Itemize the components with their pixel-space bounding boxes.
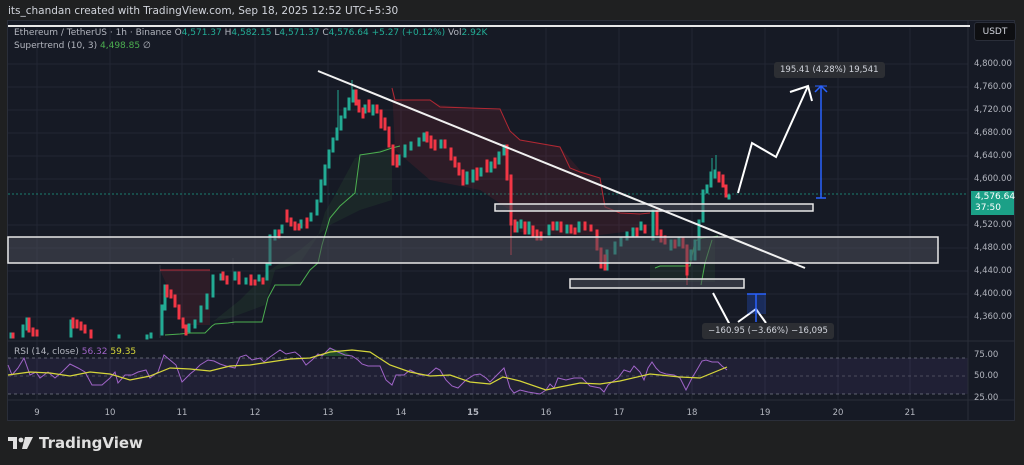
time-tick: 10: [104, 408, 116, 418]
top-horizontal-line: [8, 25, 970, 27]
rsi-value: 56.32: [81, 347, 108, 357]
price-tick: 4,760.00: [974, 82, 1012, 92]
price-tick: 4,440.00: [974, 266, 1012, 276]
time-tick: 17: [613, 408, 625, 418]
rsi-label[interactable]: RSI (14, close): [14, 347, 79, 357]
price-tick: 4,360.00: [974, 312, 1012, 322]
time-tick: 9: [34, 408, 40, 418]
rsi-legend: RSI (14, close) 56.32 59.35: [14, 347, 136, 357]
time-tick: 21: [904, 408, 916, 418]
last-price-tag: 4,576.64 37:50: [971, 191, 1016, 215]
volume-value: 2.92K: [461, 28, 488, 38]
supertrend-value: 4,498.85: [100, 41, 141, 51]
price-tick: 4,600.00: [974, 174, 1012, 184]
time-tick: 18: [686, 408, 698, 418]
rsi-ma-value: 59.35: [110, 347, 137, 357]
tradingview-logo[interactable]: TradingView: [8, 434, 143, 452]
last-price: 4,576.64: [975, 192, 1016, 202]
hide-icon[interactable]: ∅: [142, 41, 151, 51]
price-tick: 4,800.00: [974, 59, 1012, 69]
rsi-line: [7, 347, 728, 395]
bar-countdown: 37:50: [975, 203, 1001, 213]
price-tick: 4,720.00: [974, 105, 1012, 115]
time-tick: 15: [467, 408, 479, 418]
time-tick: 14: [395, 408, 407, 418]
high-value: 4,582.15: [231, 28, 272, 38]
price-tick: 4,480.00: [974, 243, 1012, 253]
gridlines: [8, 28, 968, 400]
rsi-tick: 25.00: [974, 393, 999, 403]
descending-trendline: [317, 70, 806, 269]
change-value: +5.27 (+0.12%): [371, 28, 446, 38]
price-tick: 4,400.00: [974, 289, 1012, 299]
price-tick: 4,680.00: [974, 128, 1012, 138]
tradingview-wordmark: TradingView: [39, 434, 143, 452]
close-value: 4,576.64: [328, 28, 369, 38]
time-tick: 20: [832, 408, 844, 418]
time-tick: 12: [249, 408, 261, 418]
tradingview-logo-icon: [8, 436, 33, 449]
rsi-tick: 50.00: [974, 371, 999, 381]
support-zone-low: [569, 278, 745, 289]
measure-down-label: −160.95 (−3.66%) −16,095: [702, 323, 834, 339]
low-value: 4,571.37: [279, 28, 320, 38]
supertrend-label[interactable]: Supertrend (10, 3): [14, 41, 98, 51]
time-tick: 16: [540, 408, 552, 418]
projection-arrow-down: [712, 292, 731, 326]
chart-credit: its_chandan created with TradingView.com…: [8, 5, 399, 17]
rsi-tick: 75.00: [974, 350, 999, 360]
rsi-ma-line: [7, 349, 728, 391]
time-tick: 13: [322, 408, 334, 418]
chart-legend: Ethereum / TetherUS · 1h · Binance O4,57…: [14, 28, 488, 51]
price-tick: 4,640.00: [974, 151, 1012, 161]
projection-arrow-up: [737, 85, 809, 194]
time-tick: 19: [759, 408, 771, 418]
currency-button[interactable]: USDT: [974, 22, 1016, 41]
time-tick: 11: [176, 408, 188, 418]
open-value: 4,571.37: [181, 28, 222, 38]
support-zone-major: [7, 236, 939, 264]
price-tick: 4,520.00: [974, 220, 1012, 230]
symbol-label[interactable]: Ethereum / TetherUS · 1h · Binance: [14, 28, 172, 38]
measure-up-label: 195.41 (4.28%) 19,541: [774, 62, 885, 78]
